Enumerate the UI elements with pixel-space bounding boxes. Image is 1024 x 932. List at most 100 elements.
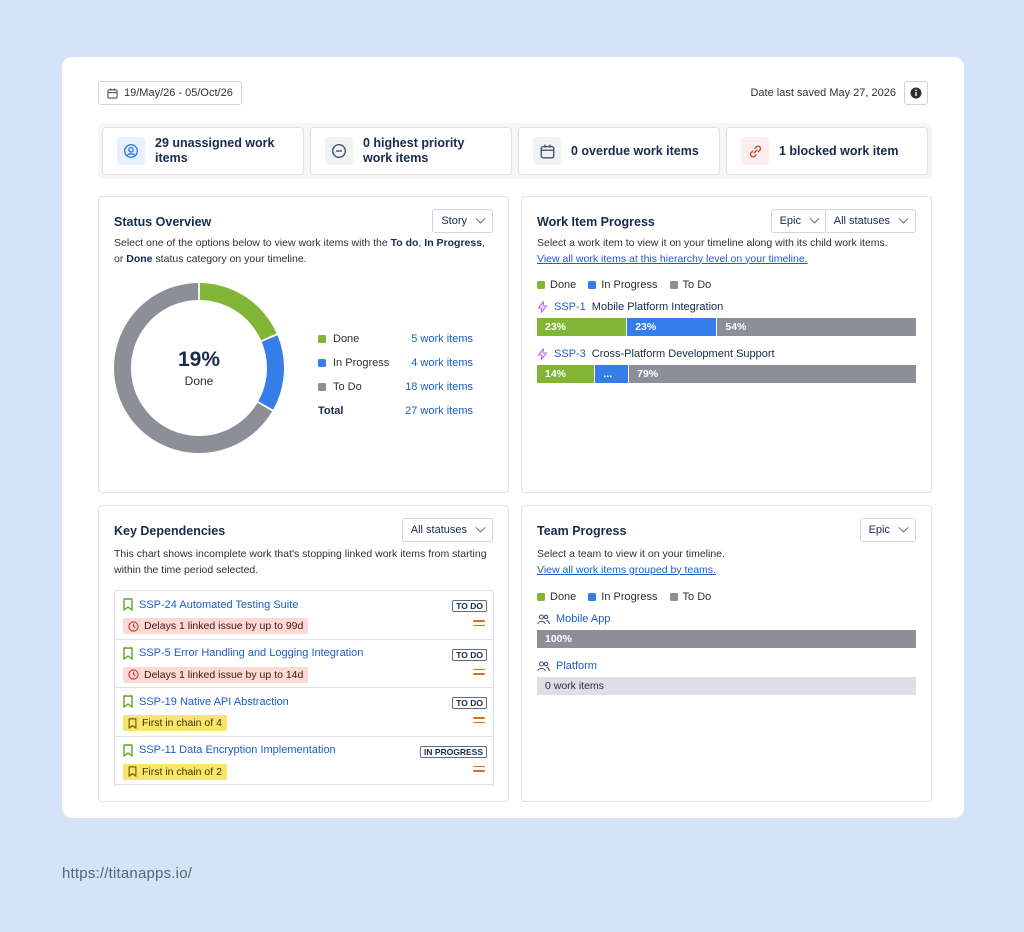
team-name[interactable]: Platform: [556, 660, 597, 672]
status-row-total[interactable]: Total 27 work items: [318, 399, 473, 423]
status-label: Done: [333, 333, 360, 345]
epic-progress-bar[interactable]: 23% 23% 54%: [537, 318, 916, 336]
story-dropdown-label: Story: [441, 215, 467, 227]
team-progress-bar[interactable]: 0 work items: [537, 677, 916, 695]
status-badge: IN PROGRESS: [419, 745, 487, 758]
status-value-link[interactable]: 5 work items: [411, 333, 473, 345]
epic-key[interactable]: SSP-1: [554, 301, 586, 313]
epic-dropdown-label: Epic: [779, 215, 801, 227]
dependency-title: SSP-19 Native API Abstraction: [139, 695, 289, 708]
clock-icon: [128, 669, 139, 680]
epic-lightning-icon: [537, 301, 548, 313]
progress-legend: Done In Progress To Do: [537, 279, 711, 291]
key-dependencies-description: This chart shows incomplete work that's …: [114, 548, 487, 576]
stat-blocked[interactable]: 1 blocked work item: [726, 127, 928, 175]
dashboard-card: 19/May/26 - 05/Oct/26 Date last saved Ma…: [62, 57, 964, 818]
status-value-link[interactable]: 4 work items: [411, 357, 473, 369]
stat-highest-priority[interactable]: 0 highest priority work items: [310, 127, 512, 175]
status-row-in-progress[interactable]: In Progress 4 work items: [318, 351, 473, 375]
chevron-down-icon: [898, 522, 909, 533]
dependency-title-link[interactable]: SSP-5 Error Handling and Logging Integra…: [123, 646, 364, 660]
total-value-link[interactable]: 27 work items: [405, 405, 473, 417]
dependency-list: SSP-24 Automated Testing Suite TO DO Del…: [114, 590, 494, 786]
todo-swatch: [669, 593, 678, 601]
chain-text: First in chain of 4: [142, 717, 222, 729]
footer-url: https://titanapps.io/: [62, 865, 193, 882]
date-range-button[interactable]: 19/May/26 - 05/Oct/26: [98, 81, 242, 105]
team-icon: [537, 660, 550, 671]
hierarchy-link[interactable]: View all work items at this hierarchy le…: [537, 252, 808, 265]
donut-percent: 19%: [177, 348, 221, 371]
status-label: In Progress: [333, 357, 390, 369]
calendar-icon: [533, 137, 561, 165]
desc-todo: To do: [390, 237, 419, 249]
dependency-status-dropdown[interactable]: All statuses: [401, 518, 493, 542]
legend-in-progress: In Progress: [601, 591, 658, 603]
chain-badge: First in chain of 2: [123, 763, 227, 780]
dependency-title-link[interactable]: SSP-11 Data Encryption Implementation: [123, 743, 336, 757]
delay-text: Delays 1 linked issue by up to 14d: [144, 668, 304, 681]
dependency-item[interactable]: SSP-5 Error Handling and Logging Integra…: [115, 640, 493, 688]
chevron-down-icon: [475, 213, 486, 224]
epic-key[interactable]: SSP-3: [554, 348, 586, 360]
team-progress-panel: Team Progress Epic Select a team to view…: [521, 505, 932, 802]
stat-overdue[interactable]: 0 overdue work items: [518, 127, 720, 175]
story-bookmark-icon: [123, 646, 133, 660]
calendar-icon: [107, 87, 118, 99]
team-name[interactable]: Mobile App: [556, 613, 611, 625]
team-epic-dropdown[interactable]: Epic: [859, 518, 916, 542]
stat-unassigned[interactable]: 29 unassigned work items: [102, 127, 304, 175]
dependency-title-link[interactable]: SSP-24 Automated Testing Suite: [123, 598, 298, 611]
bar-in-progress-segment: ...: [595, 365, 629, 383]
status-donut-chart[interactable]: 19% Done: [114, 283, 284, 453]
dependency-title: SSP-5 Error Handling and Logging Integra…: [139, 647, 364, 659]
status-row-done[interactable]: Done 5 work items: [318, 327, 473, 351]
dependency-title: SSP-24 Automated Testing Suite: [139, 598, 299, 611]
status-filter-dropdown[interactable]: All statuses: [824, 209, 916, 233]
priority-medium-icon: [473, 717, 485, 726]
bar-todo-segment: 79%: [629, 365, 916, 383]
todo-swatch: [669, 281, 678, 289]
chevron-down-icon: [475, 522, 486, 533]
info-button[interactable]: [904, 81, 928, 105]
epic-row-ssp-3[interactable]: SSP-3 Cross-Platform Development Support: [537, 348, 916, 360]
key-dependencies-title: Key Dependencies: [114, 524, 226, 538]
team-icon: [537, 613, 550, 624]
story-dropdown[interactable]: Story: [432, 209, 493, 233]
clock-icon: [128, 620, 139, 632]
priority-medium-icon: [473, 620, 485, 629]
donut-segment-done[interactable]: [199, 283, 277, 341]
teams-link[interactable]: View all work items grouped by teams.: [537, 563, 716, 576]
epic-dropdown[interactable]: Epic: [770, 209, 827, 233]
bar-in-progress-segment: 23%: [627, 318, 717, 336]
user-circle-icon: [117, 137, 145, 165]
dependency-item[interactable]: SSP-19 Native API Abstraction TO DO Firs…: [115, 688, 493, 737]
done-swatch: [318, 335, 326, 343]
team-row-platform[interactable]: Platform: [537, 660, 597, 672]
priority-medium-icon: [473, 668, 485, 678]
dependency-item[interactable]: SSP-24 Automated Testing Suite TO DO Del…: [115, 591, 493, 640]
dependency-item[interactable]: SSP-11 Data Encryption Implementation IN…: [115, 737, 493, 785]
minus-circle-icon: [325, 137, 353, 165]
chevron-down-icon: [809, 213, 820, 224]
status-value-link[interactable]: 18 work items: [405, 381, 473, 393]
legend-todo: To Do: [682, 591, 712, 603]
desc-text: ,: [418, 237, 425, 249]
team-row-mobile-app[interactable]: Mobile App: [537, 613, 610, 625]
chain-text: First in chain of 2: [142, 765, 222, 778]
bar-done-segment: 23%: [537, 318, 627, 336]
dashboard-header: 19/May/26 - 05/Oct/26 Date last saved Ma…: [98, 81, 928, 105]
legend-done: Done: [550, 279, 577, 291]
dependency-title-link[interactable]: SSP-19 Native API Abstraction: [123, 695, 289, 708]
team-progress-description: Select a team to view it on your timelin…: [537, 547, 916, 578]
team-progress-bar[interactable]: 100%: [537, 630, 916, 648]
stat-overdue-label: 0 overdue work items: [571, 143, 699, 158]
epic-row-ssp-1[interactable]: SSP-1 Mobile Platform Integration: [537, 301, 916, 313]
donut-segment-in-progress[interactable]: [258, 335, 284, 410]
status-row-todo[interactable]: To Do 18 work items: [318, 375, 473, 399]
link-icon: [741, 137, 769, 165]
epic-progress-bar[interactable]: 14% ... 79%: [537, 365, 916, 383]
bookmark-icon: [128, 717, 137, 729]
chain-badge: First in chain of 4: [123, 715, 227, 731]
bookmark-icon: [128, 766, 137, 777]
